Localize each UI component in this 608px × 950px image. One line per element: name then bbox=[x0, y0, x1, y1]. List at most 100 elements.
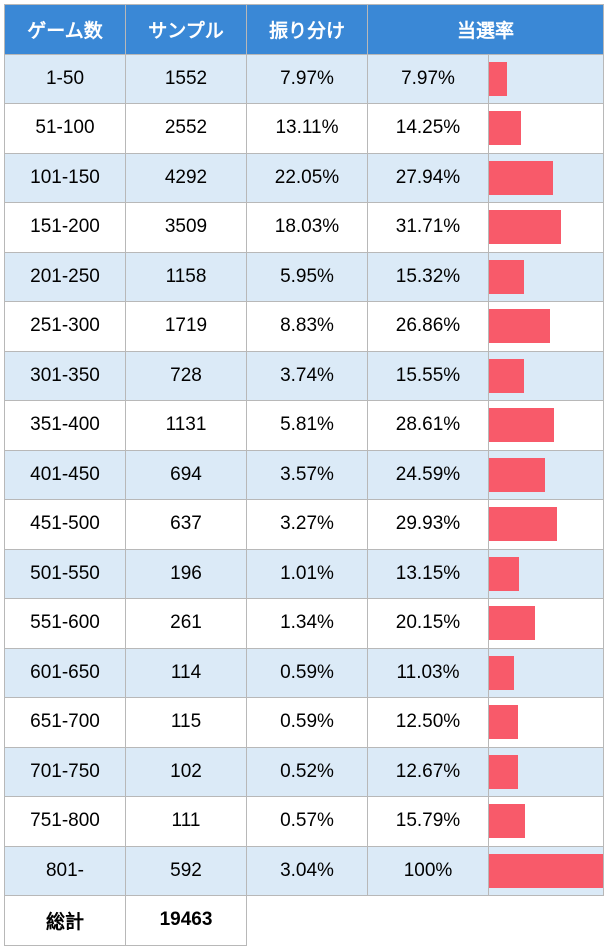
cell-sample: 592 bbox=[126, 846, 247, 896]
cell-win: 14.25% bbox=[368, 104, 489, 154]
table-row: 151-200350918.03%31.71% bbox=[5, 203, 604, 253]
cell-dist: 7.97% bbox=[247, 54, 368, 104]
table-row: 1-5015527.97%7.97% bbox=[5, 54, 604, 104]
cell-bar bbox=[489, 797, 604, 847]
cell-sample: 728 bbox=[126, 351, 247, 401]
table-row: 301-3507283.74%15.55% bbox=[5, 351, 604, 401]
win-bar bbox=[489, 458, 545, 492]
cell-game: 151-200 bbox=[5, 203, 126, 253]
cell-game: 251-300 bbox=[5, 302, 126, 352]
cell-sample: 4292 bbox=[126, 153, 247, 203]
header-dist: 振り分け bbox=[247, 5, 368, 55]
table-row: 801-5923.04%100% bbox=[5, 846, 604, 896]
cell-bar bbox=[489, 401, 604, 451]
win-bar bbox=[489, 854, 603, 888]
cell-game: 601-650 bbox=[5, 648, 126, 698]
cell-bar bbox=[489, 698, 604, 748]
cell-bar bbox=[489, 450, 604, 500]
cell-game: 801- bbox=[5, 846, 126, 896]
cell-bar bbox=[489, 500, 604, 550]
cell-win: 12.50% bbox=[368, 698, 489, 748]
cell-win: 28.61% bbox=[368, 401, 489, 451]
cell-bar bbox=[489, 599, 604, 649]
table-row: 501-5501961.01%13.15% bbox=[5, 549, 604, 599]
table-row: 451-5006373.27%29.93% bbox=[5, 500, 604, 550]
table-row: 751-8001110.57%15.79% bbox=[5, 797, 604, 847]
cell-win: 20.15% bbox=[368, 599, 489, 649]
cell-dist: 13.11% bbox=[247, 104, 368, 154]
cell-bar bbox=[489, 648, 604, 698]
win-bar bbox=[489, 656, 514, 690]
cell-bar bbox=[489, 302, 604, 352]
cell-sample: 102 bbox=[126, 747, 247, 797]
cell-game: 651-700 bbox=[5, 698, 126, 748]
win-bar bbox=[489, 210, 561, 244]
cell-dist: 0.52% bbox=[247, 747, 368, 797]
stats-table: ゲーム数 サンプル 振り分け 当選率 1-5015527.97%7.97%51-… bbox=[4, 4, 604, 946]
table-row: 101-150429222.05%27.94% bbox=[5, 153, 604, 203]
cell-sample: 1552 bbox=[126, 54, 247, 104]
cell-game: 201-250 bbox=[5, 252, 126, 302]
cell-win: 31.71% bbox=[368, 203, 489, 253]
cell-dist: 5.95% bbox=[247, 252, 368, 302]
win-bar bbox=[489, 260, 524, 294]
cell-bar bbox=[489, 846, 604, 896]
header-sample: サンプル bbox=[126, 5, 247, 55]
cell-dist: 0.59% bbox=[247, 698, 368, 748]
cell-win: 29.93% bbox=[368, 500, 489, 550]
cell-win: 15.32% bbox=[368, 252, 489, 302]
table-row: 51-100255213.11%14.25% bbox=[5, 104, 604, 154]
win-bar bbox=[489, 804, 525, 838]
win-bar bbox=[489, 161, 553, 195]
table-row: 551-6002611.34%20.15% bbox=[5, 599, 604, 649]
cell-bar bbox=[489, 351, 604, 401]
cell-game: 351-400 bbox=[5, 401, 126, 451]
cell-game: 301-350 bbox=[5, 351, 126, 401]
win-bar bbox=[489, 705, 518, 739]
cell-bar bbox=[489, 54, 604, 104]
cell-sample: 114 bbox=[126, 648, 247, 698]
table-row: 601-6501140.59%11.03% bbox=[5, 648, 604, 698]
cell-bar bbox=[489, 252, 604, 302]
cell-sample: 115 bbox=[126, 698, 247, 748]
table-row: 401-4506943.57%24.59% bbox=[5, 450, 604, 500]
cell-bar bbox=[489, 549, 604, 599]
cell-dist: 3.27% bbox=[247, 500, 368, 550]
win-bar bbox=[489, 408, 554, 442]
cell-win: 24.59% bbox=[368, 450, 489, 500]
cell-dist: 1.01% bbox=[247, 549, 368, 599]
cell-dist: 5.81% bbox=[247, 401, 368, 451]
cell-bar bbox=[489, 104, 604, 154]
cell-sample: 1719 bbox=[126, 302, 247, 352]
cell-dist: 3.74% bbox=[247, 351, 368, 401]
cell-win: 15.79% bbox=[368, 797, 489, 847]
win-bar bbox=[489, 359, 524, 393]
cell-game: 401-450 bbox=[5, 450, 126, 500]
table-row: 701-7501020.52%12.67% bbox=[5, 747, 604, 797]
cell-sample: 196 bbox=[126, 549, 247, 599]
cell-win: 12.67% bbox=[368, 747, 489, 797]
cell-game: 1-50 bbox=[5, 54, 126, 104]
cell-sample: 694 bbox=[126, 450, 247, 500]
footer-label: 総計 bbox=[5, 896, 126, 946]
win-bar bbox=[489, 111, 521, 145]
win-bar bbox=[489, 755, 518, 789]
cell-dist: 8.83% bbox=[247, 302, 368, 352]
footer-row: 総計 19463 bbox=[5, 896, 604, 946]
win-bar bbox=[489, 62, 507, 96]
cell-game: 451-500 bbox=[5, 500, 126, 550]
cell-game: 501-550 bbox=[5, 549, 126, 599]
cell-dist: 3.04% bbox=[247, 846, 368, 896]
cell-dist: 1.34% bbox=[247, 599, 368, 649]
cell-dist: 18.03% bbox=[247, 203, 368, 253]
cell-dist: 0.59% bbox=[247, 648, 368, 698]
cell-win: 13.15% bbox=[368, 549, 489, 599]
cell-win: 27.94% bbox=[368, 153, 489, 203]
cell-bar bbox=[489, 153, 604, 203]
header-win: 当選率 bbox=[368, 5, 604, 55]
cell-sample: 1131 bbox=[126, 401, 247, 451]
table-row: 651-7001150.59%12.50% bbox=[5, 698, 604, 748]
win-bar bbox=[489, 557, 519, 591]
cell-game: 701-750 bbox=[5, 747, 126, 797]
table-row: 351-40011315.81%28.61% bbox=[5, 401, 604, 451]
